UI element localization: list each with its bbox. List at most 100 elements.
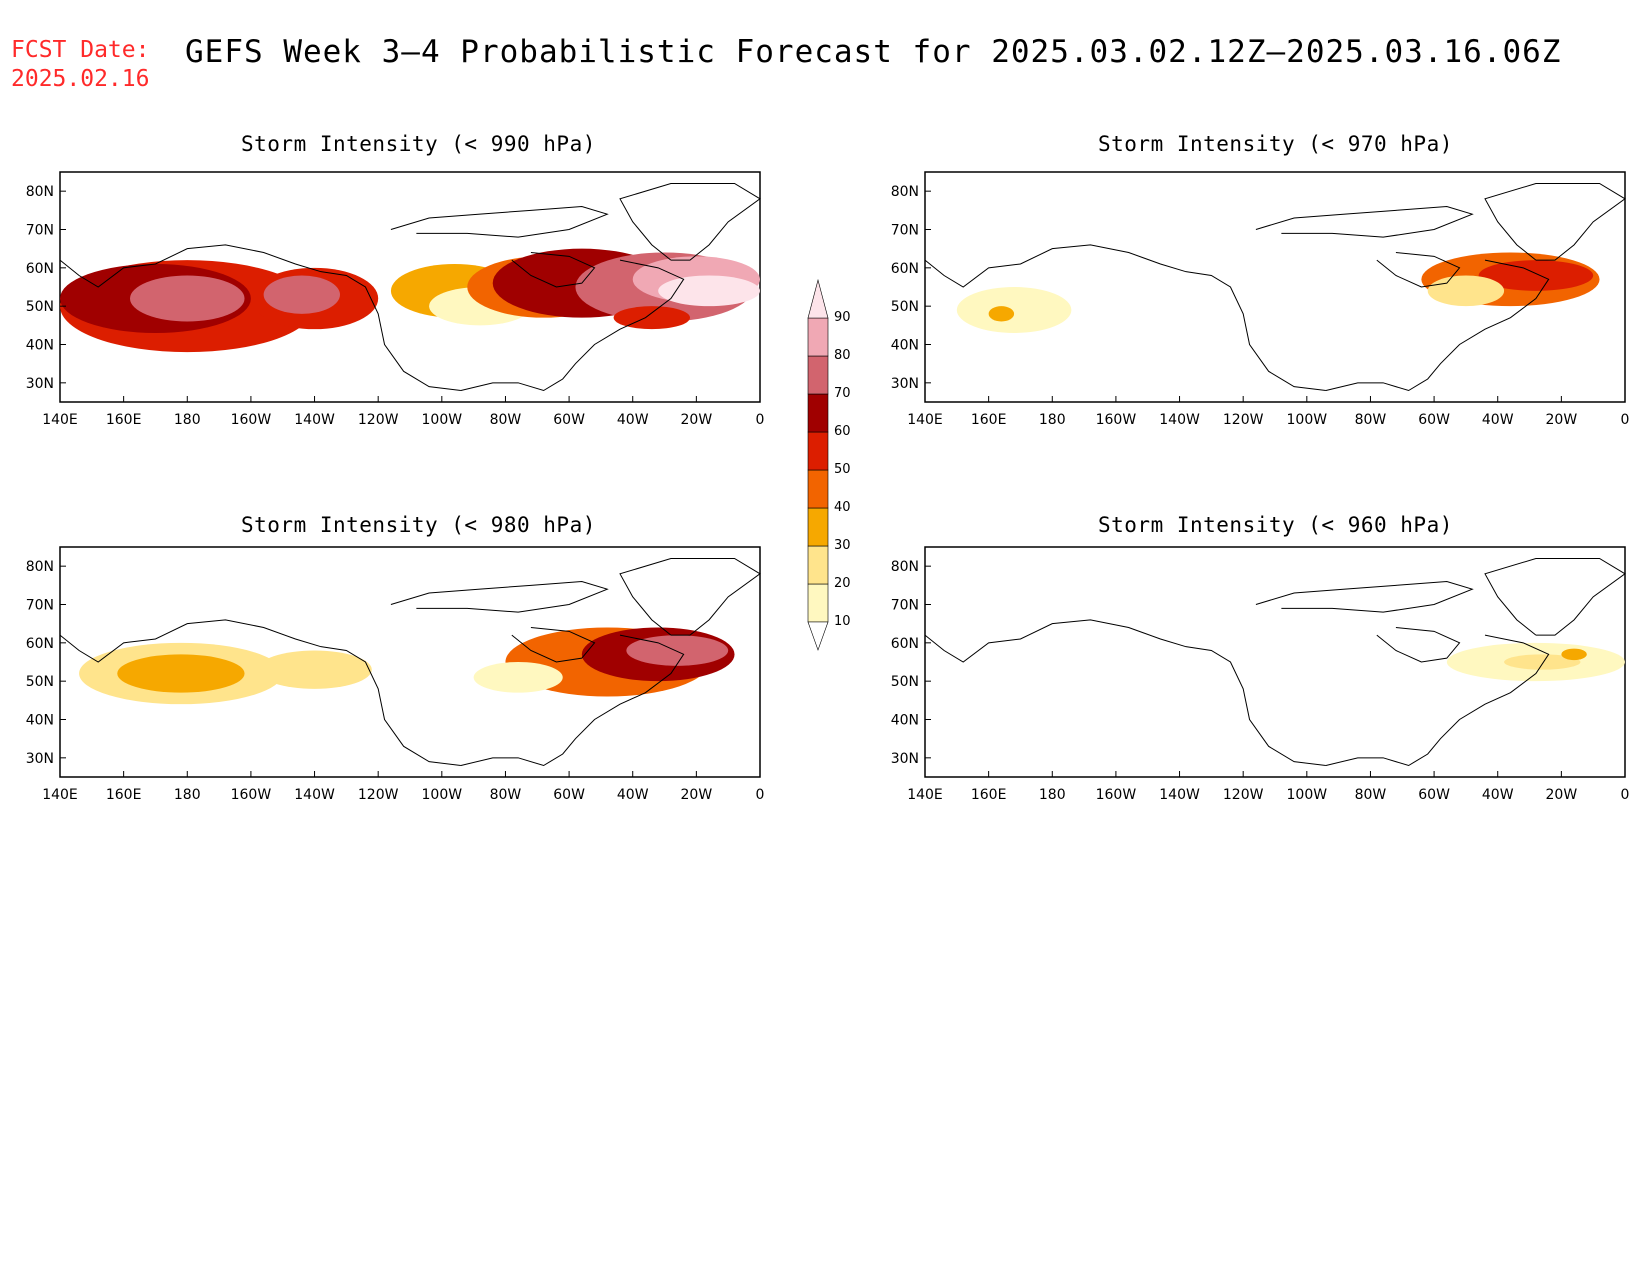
p980-y-tick-label: 80N [26,559,54,575]
p970-y-tick-label: 80N [891,184,919,200]
p990-shade-patch [658,275,760,307]
p980-x-tick-label: 140W [294,787,335,803]
p970-x-tick-label: 20W [1546,412,1578,428]
p970-x-tick-label: 120W [1223,412,1264,428]
p970-x-tick-label: 160W [1096,412,1137,428]
p980-coastline [460,634,685,767]
colorbar-swatch [807,469,829,509]
p970-coastline [1484,183,1626,261]
colorbar-label: 30 [834,538,851,553]
p970-y-tick-label: 50N [891,299,919,315]
p970-coastlines [924,183,1626,392]
p970-coastline [1376,252,1461,288]
p960-x-tick-label: 60W [1418,787,1450,803]
p990-x-tick-label: 140E [42,412,78,428]
p960-x-tick-label: 0 [1621,787,1630,803]
colorbar-label: 50 [834,462,851,477]
panel-title-960: Storm Intensity (< 960 hPa) [1098,513,1453,537]
p970-shade-patch [1427,275,1505,307]
p990-x-tick-label: 140W [294,412,335,428]
p960-y-tick-label: 30N [891,751,919,767]
p980-x-tick-label: 60W [553,787,585,803]
p990-coastlines [59,183,761,392]
p980-shade-patch [257,650,372,689]
p990-shade-patch [130,275,245,322]
p980-x-tick-label: 160W [231,787,272,803]
p960-coastline [1255,580,1474,613]
p990-coastline [619,183,761,261]
p980-y-tick-label: 30N [26,751,54,767]
p980-coastline [390,580,609,613]
p990-x-tick-label: 100W [422,412,463,428]
p980-y-tick-label: 60N [26,636,54,652]
colorbar-swatch [807,393,829,433]
p980-x-tick-label: 120W [358,787,399,803]
p990-coastline [460,259,685,392]
p970-y-tick-label: 30N [891,376,919,392]
p960-x-tick-label: 100W [1287,787,1328,803]
panel-title-990: Storm Intensity (< 990 hPa) [241,132,596,156]
colorbar-label: 80 [834,348,851,363]
p970-x-tick-label: 180 [1039,412,1066,428]
colorbar-swatch [807,583,829,623]
p960-x-tick-label: 120W [1223,787,1264,803]
colorbar-swatch [807,431,829,471]
p990-probability-shading [59,248,760,353]
p980-x-tick-label: 80W [490,787,522,803]
p970-y-tick-label: 70N [891,223,919,239]
colorbar-low-extension [807,621,829,651]
p980-shade-patch [117,654,245,693]
p960-x-tick-label: 160W [1096,787,1137,803]
p960-probability-shading [1446,642,1625,682]
p970-shade-patch [956,287,1072,333]
p990-x-tick-label: 160W [231,412,272,428]
forecast-date-label: FCST Date: [11,37,150,63]
p990-y-tick-label: 50N [26,299,54,315]
p990-x-tick-label: 40W [617,412,649,428]
p970-coastline [924,244,1326,391]
p990-coastline [511,252,596,288]
p960-y-tick-label: 70N [891,598,919,614]
p990-y-tick-label: 60N [26,261,54,277]
p960-x-tick-label: 20W [1546,787,1578,803]
p980-shade-patch [473,662,563,693]
forecast-date-block: FCST Date: 2025.02.16 [11,36,149,94]
p970-y-tick-label: 40N [891,338,919,354]
map-panel-970: 140E 160E 180 160W 140W 120W 100W 80W 60W 40W 20W 0… [865,160,1635,434]
p990-x-tick-label: 20W [681,412,713,428]
colorbar-swatch [807,507,829,547]
p960-shade-patch [1561,648,1587,661]
p970-shade-patch [988,306,1015,322]
p960-y-tick-label: 60N [891,636,919,652]
p990-y-tick-label: 70N [26,223,54,239]
map-panel-980: 140E 160E 180 160W 140W 120W 100W 80W 60W 40W 20W 0… [0,535,770,809]
p980-x-tick-label: 40W [617,787,649,803]
p990-shade-patch [263,275,340,314]
p980-x-tick-label: 20W [681,787,713,803]
p960-x-tick-label: 140W [1159,787,1200,803]
colorbar-label: 20 [834,576,851,591]
p990-coastline [390,205,609,238]
p960-coastline [1376,627,1461,663]
p970-y-tick-label: 60N [891,261,919,277]
map-960-svg: 140E 160E 180 160W 140W 120W 100W 80W 60W 40W 20W 0… [891,546,1630,803]
p990-x-tick-label: 180 [174,412,201,428]
p980-y-tick-label: 40N [26,713,54,729]
p960-coastlines [924,558,1626,767]
map-panel-960: 140E 160E 180 160W 140W 120W 100W 80W 60W 40W 20W 0… [865,535,1635,809]
p960-x-tick-label: 140E [907,787,943,803]
map-990-svg: 140E 160E 180 160W 140W 120W 100W 80W 60W 40W 20W 0… [26,171,765,428]
p990-x-tick-label: 60W [553,412,585,428]
p960-y-tick-label: 50N [891,674,919,690]
colorbar-label: 60 [834,424,851,439]
p970-x-tick-label: 80W [1355,412,1387,428]
p990-coastline [59,244,461,391]
p960-x-tick-label: 80W [1355,787,1387,803]
panel-title-970: Storm Intensity (< 970 hPa) [1098,132,1453,156]
p980-coastline [511,627,596,663]
p990-x-tick-label: 80W [490,412,522,428]
p960-coastline [924,619,1326,766]
p980-shade-patch [626,635,729,666]
p990-x-tick-label: 0 [756,412,765,428]
p980-coastline [619,558,761,636]
